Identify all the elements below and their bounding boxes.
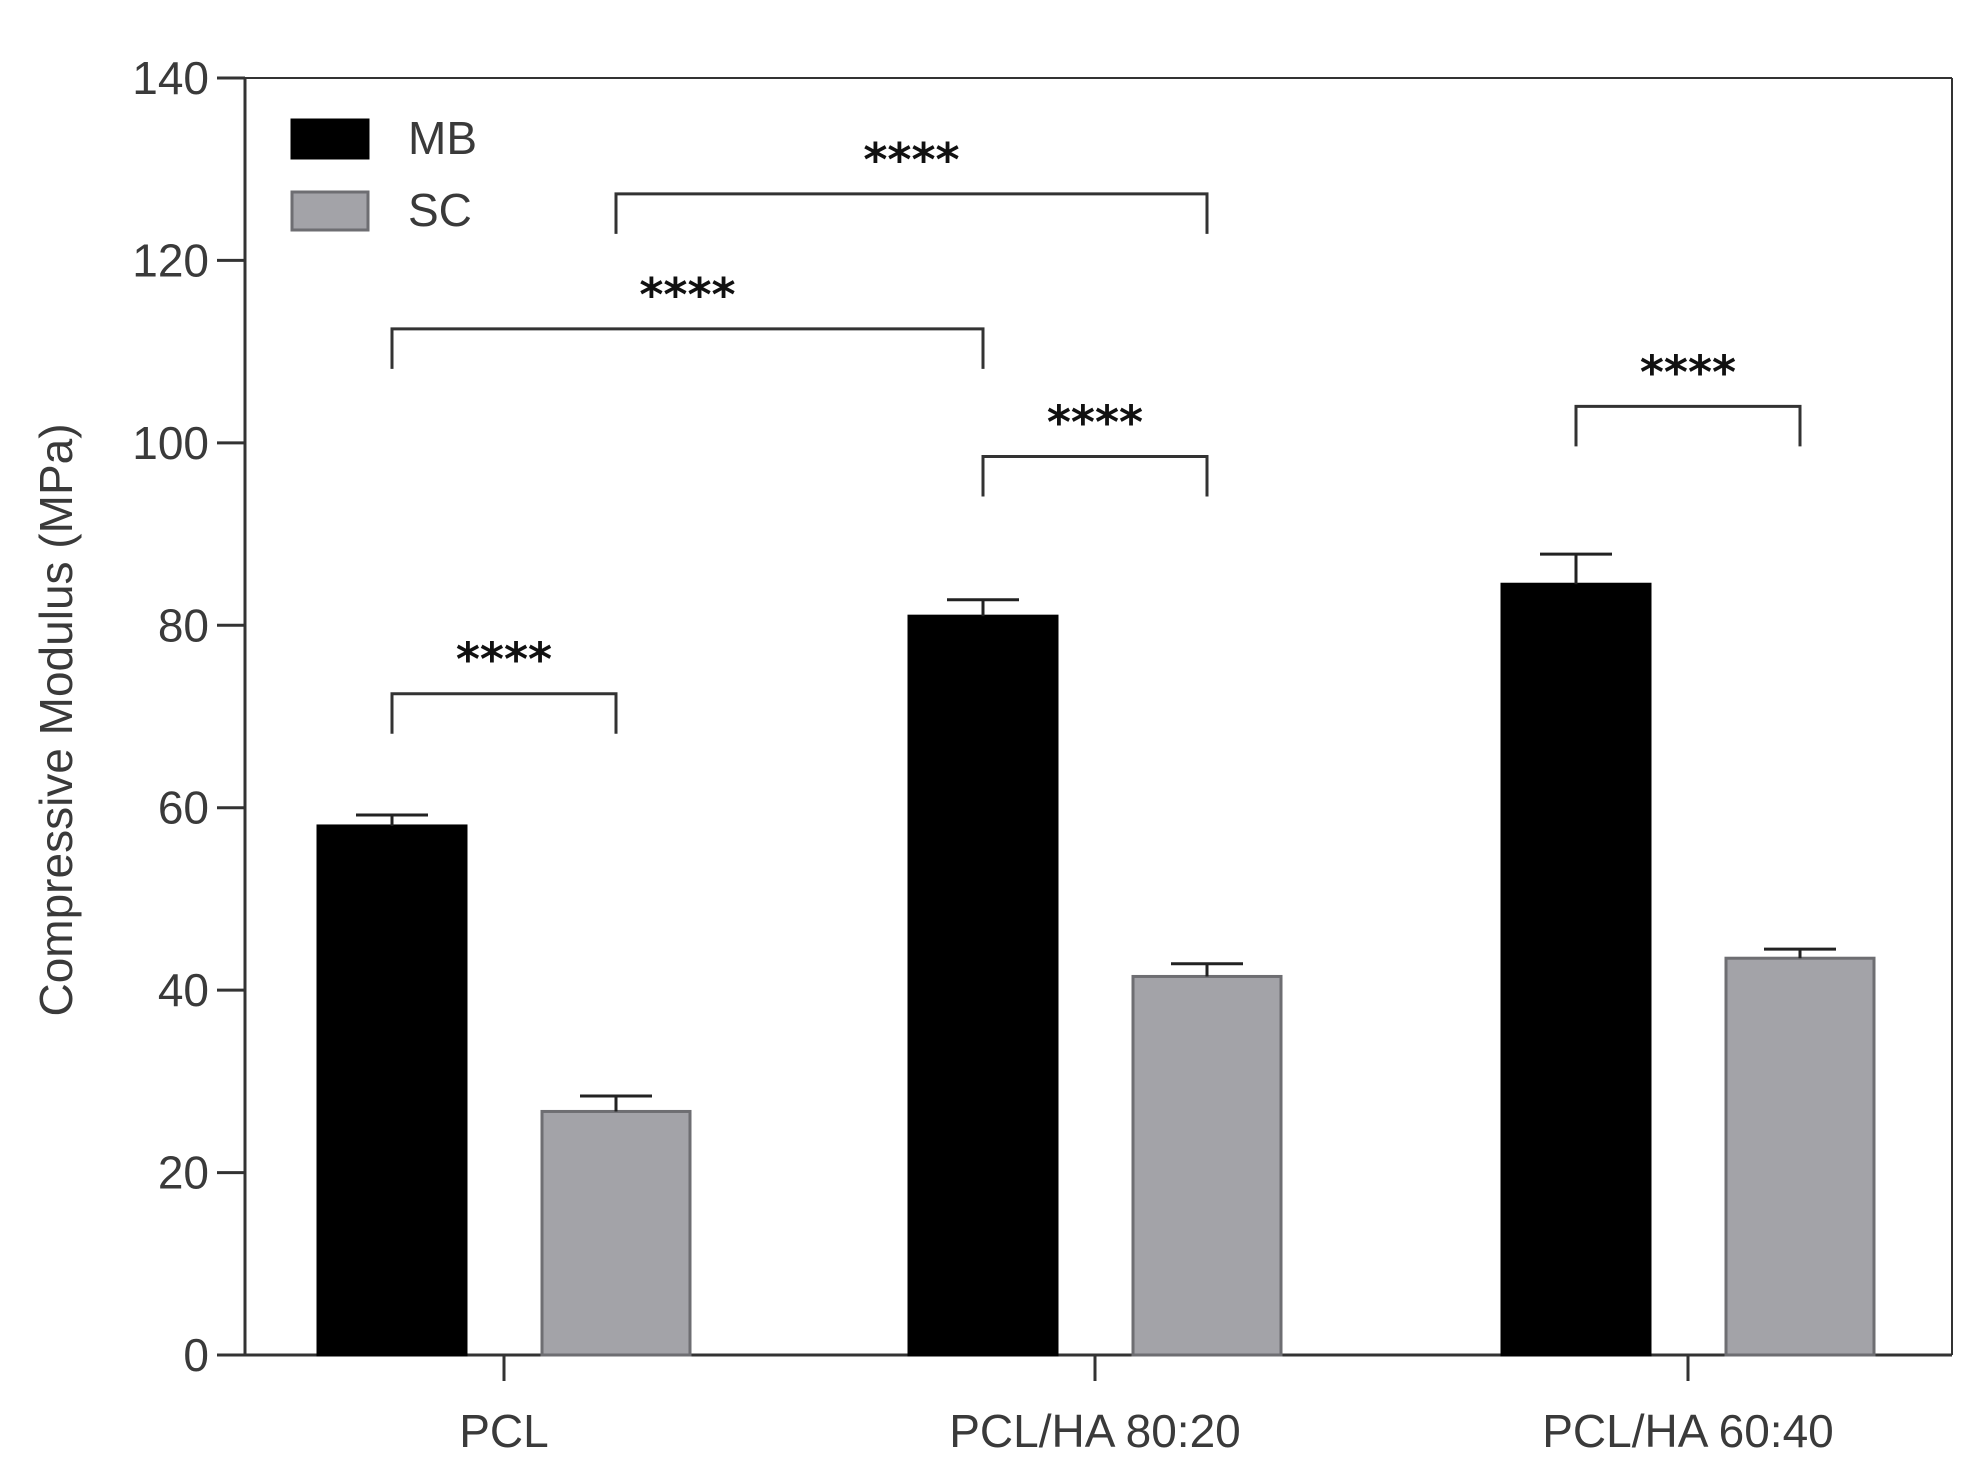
y-tick-label: 80 — [158, 599, 209, 651]
legend: MB SC — [290, 112, 477, 236]
y-tick-label: 140 — [132, 52, 209, 104]
y-tick-label: 0 — [183, 1329, 209, 1381]
bar-mb — [316, 824, 468, 1357]
significance-bracket — [614, 192, 1209, 234]
bar-sc — [540, 1109, 692, 1357]
y-axis-title: Compressive Modulus (MPa) — [30, 423, 82, 1016]
y-tick-label: 60 — [158, 782, 209, 834]
bar-mb — [907, 614, 1059, 1357]
y-tick-label: 120 — [132, 234, 209, 286]
x-tick-label: PCL — [459, 1405, 548, 1457]
significance-label: **** — [456, 633, 552, 687]
legend-label-sc: SC — [408, 184, 472, 236]
error-bars — [356, 552, 1836, 1112]
bars — [316, 582, 1876, 1357]
significance-bracket — [1574, 404, 1802, 447]
legend-swatch-mb — [290, 118, 370, 160]
significance-label: **** — [639, 268, 735, 322]
significance-bracket — [390, 327, 985, 369]
y-tick-label: 100 — [132, 417, 209, 469]
significance-label: **** — [863, 133, 959, 187]
bar-sc — [1131, 974, 1283, 1357]
bar-mb — [1500, 582, 1652, 1357]
x-tick-label: PCL/HA 60:40 — [1542, 1405, 1834, 1457]
y-tick-label: 20 — [158, 1147, 209, 1199]
significance-bracket — [981, 455, 1209, 497]
legend-swatch-sc — [290, 190, 370, 232]
significance-bracket — [390, 692, 618, 734]
legend-label-mb: MB — [408, 112, 477, 164]
axes: 0 20 40 60 80 100 120 140 PCL PCL/HA 80:20 PCL/HA … — [132, 52, 1953, 1457]
y-tick-label: 40 — [158, 964, 209, 1016]
significance-label: **** — [1047, 396, 1143, 450]
x-tick-label: PCL/HA 80:20 — [949, 1405, 1241, 1457]
bar-sc — [1724, 956, 1876, 1357]
significance-brackets: **** **** **** **** **** — [390, 133, 1802, 734]
significance-label: **** — [1640, 345, 1736, 399]
